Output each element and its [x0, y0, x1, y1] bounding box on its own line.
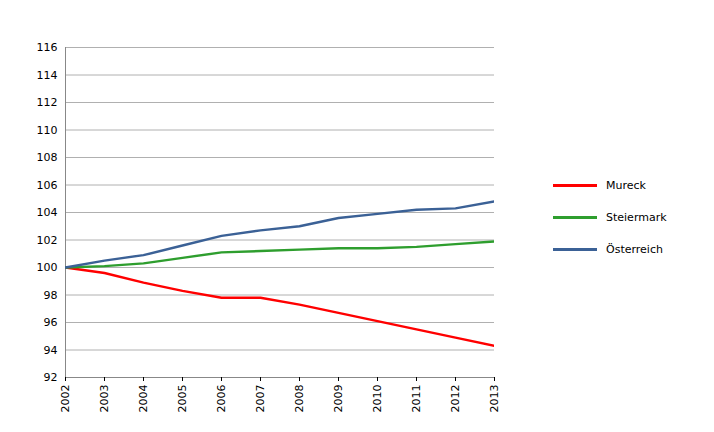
svg-text:2010: 2010 [371, 385, 384, 413]
svg-text:94: 94 [44, 344, 58, 357]
svg-text:2012: 2012 [449, 385, 462, 413]
svg-text:2007: 2007 [254, 385, 267, 413]
svg-text:104: 104 [37, 206, 58, 219]
svg-text:2006: 2006 [215, 385, 228, 413]
html-text:Mureck: Mureck [606, 178, 646, 192]
svg-text:2013: 2013 [488, 385, 501, 413]
svg-text:2008: 2008 [293, 385, 306, 413]
svg-text:96: 96 [44, 316, 58, 329]
html-text:Steiermark: Steiermark [606, 210, 667, 224]
svg-text:114: 114 [37, 69, 58, 82]
svg-text:2005: 2005 [176, 385, 189, 413]
html-text:Österreich: Österreich [606, 242, 663, 256]
svg-text:2004: 2004 [137, 385, 150, 413]
svg-text:2003: 2003 [98, 385, 111, 413]
svg-text:2011: 2011 [410, 385, 423, 413]
svg-text:116: 116 [37, 41, 58, 54]
svg-text:100: 100 [37, 261, 58, 274]
svg-text:112: 112 [37, 96, 58, 109]
svg-text:106: 106 [37, 179, 58, 192]
svg-text:102: 102 [37, 234, 58, 247]
svg-text:92: 92 [44, 371, 58, 384]
svg-text:108: 108 [37, 151, 58, 164]
svg-text:98: 98 [44, 289, 58, 302]
svg-text:2002: 2002 [59, 385, 72, 413]
svg-text:110: 110 [37, 124, 58, 137]
svg-text:2009: 2009 [332, 385, 345, 413]
